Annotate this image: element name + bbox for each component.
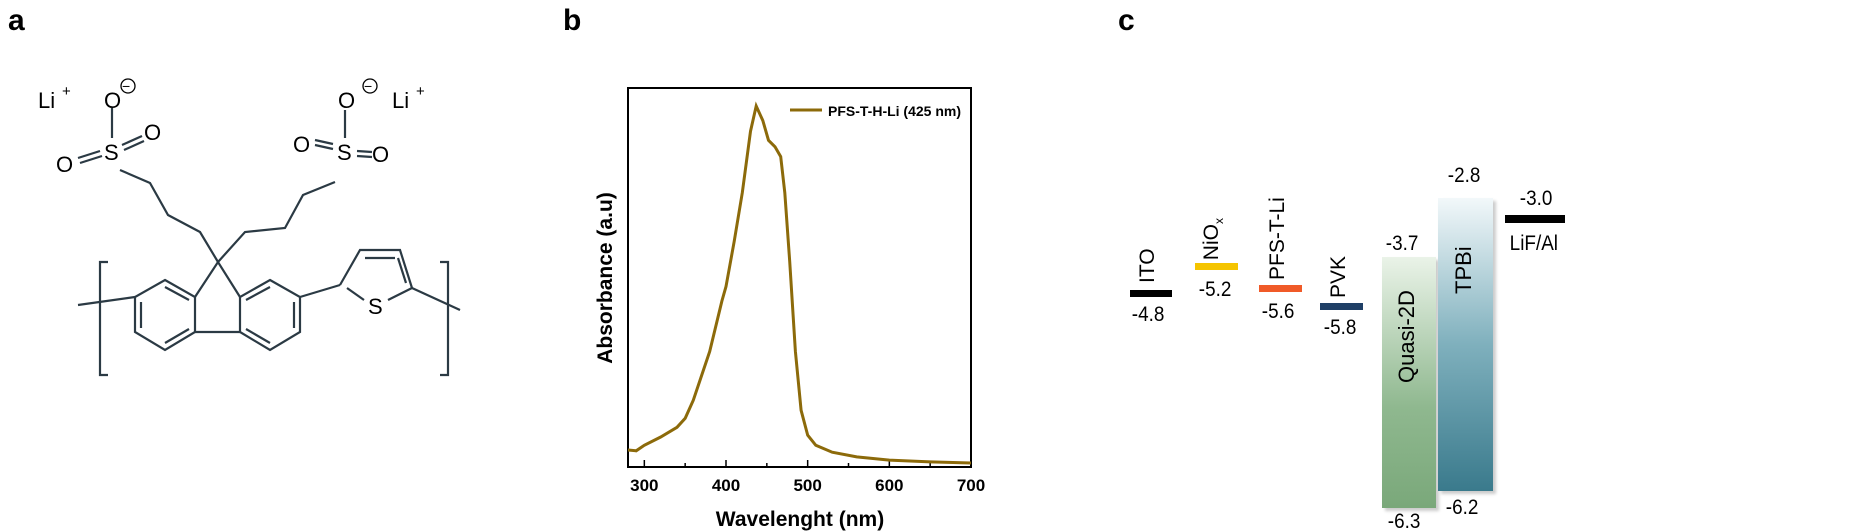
lithium-left: Li xyxy=(38,88,55,113)
value-quasi-2d-bottom: -6.3 xyxy=(1387,510,1421,531)
sulfur-left: S xyxy=(104,140,119,165)
oxygen-right-1: O xyxy=(293,132,310,157)
minus-right: − xyxy=(364,78,372,94)
plot-frame xyxy=(627,87,972,468)
series-line-pfs-t-h-li xyxy=(627,101,972,465)
oxygen-left-1: O xyxy=(56,152,73,177)
oxygen-right-2: O xyxy=(372,142,389,167)
sulfur-right: S xyxy=(337,140,352,165)
x-tick-label: 500 xyxy=(793,476,821,495)
layer-label-tpbi: TPBi xyxy=(1451,246,1476,294)
y-axis-label: Absorbance (a.u) xyxy=(594,192,617,364)
level-lif-al xyxy=(1505,215,1565,223)
oxygen-left-2: O xyxy=(144,120,161,145)
band-tpbi xyxy=(1438,198,1493,491)
value-tpbi-bottom: -6.2 xyxy=(1445,496,1479,519)
niox-subscript: x xyxy=(1212,218,1226,225)
level-pvk xyxy=(1320,303,1363,310)
oxygen-anion-right: O xyxy=(338,88,355,113)
x-tick-label: 700 xyxy=(957,476,985,495)
panel-label-a: a xyxy=(8,4,25,37)
value-ito: -4.8 xyxy=(1131,303,1165,326)
molecule-structure: Li + O − S O O O − Li + S O O S xyxy=(38,78,461,377)
value-pvk: -5.8 xyxy=(1323,316,1357,339)
x-tick-label: 300 xyxy=(630,476,658,495)
value-tpbi-top: -2.8 xyxy=(1447,164,1481,187)
negative-charge-circle-left xyxy=(120,78,136,94)
x-tick-label: 400 xyxy=(712,476,740,495)
plus-charge-left: + xyxy=(62,83,71,100)
sulfur-thiophene: S xyxy=(368,294,383,319)
layer-label-lif-al: LiF/Al xyxy=(1509,232,1559,255)
molecule-bonds xyxy=(77,108,461,377)
x-axis-ticks: 300 400 500 600 700 xyxy=(630,460,985,495)
niox-text: NiO xyxy=(1199,224,1223,261)
level-niox xyxy=(1195,263,1238,270)
level-pfs-t-li xyxy=(1259,285,1302,292)
value-quasi-2d-top: -3.7 xyxy=(1385,232,1419,255)
negative-charge-circle-right xyxy=(362,78,378,94)
lithium-right: Li xyxy=(392,88,409,113)
layer-label-pfs-t-li: PFS-T-Li xyxy=(1266,197,1289,280)
legend-label: PFS-T-H-Li (425 nm) xyxy=(828,103,961,119)
panel-label-c: c xyxy=(1118,4,1135,37)
layer-label-quasi-2d: Quasi-2D xyxy=(1394,290,1419,383)
level-ito xyxy=(1130,290,1172,297)
minus-left: − xyxy=(122,78,130,94)
layer-label-pvk: PVK xyxy=(1327,255,1350,298)
oxygen-anion-left: O xyxy=(104,88,121,113)
value-niox: -5.2 xyxy=(1198,278,1232,301)
panel-label-b: b xyxy=(563,4,582,37)
value-lif-al: -3.0 xyxy=(1519,187,1553,210)
plus-charge-right: + xyxy=(416,83,425,100)
value-pfs-t-li: -5.6 xyxy=(1261,300,1295,323)
x-axis-label: Wavelenght (nm) xyxy=(716,508,884,531)
x-tick-label: 600 xyxy=(875,476,903,495)
layer-label-niox: NiOx xyxy=(1200,218,1226,260)
layer-label-ito: ITO xyxy=(1136,248,1159,283)
band-quasi-2d xyxy=(1382,257,1436,508)
